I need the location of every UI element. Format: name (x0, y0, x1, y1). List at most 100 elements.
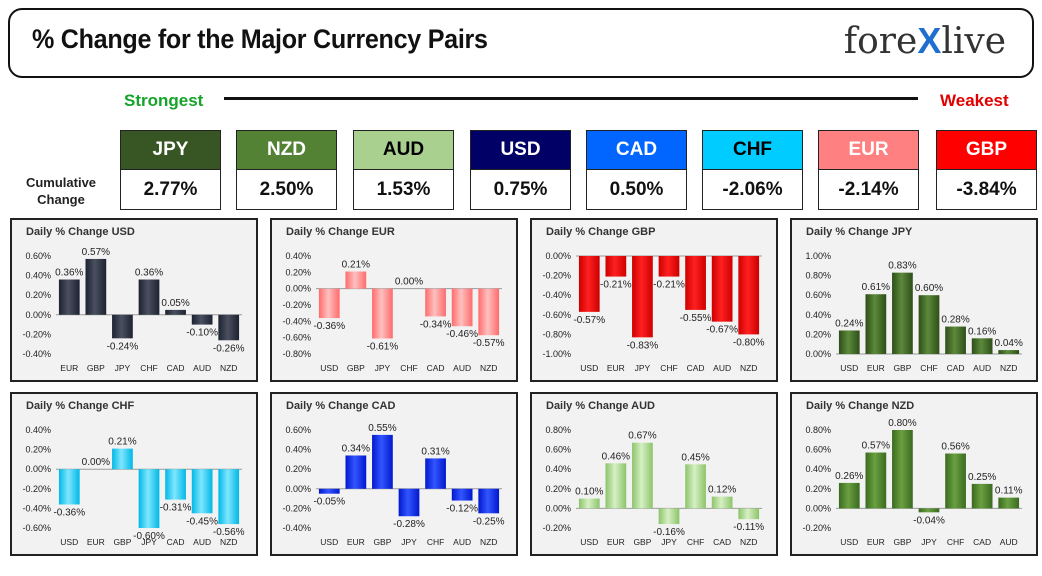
data-label: 0.36% (135, 268, 163, 279)
y-tick-label: -0.20% (542, 523, 571, 533)
x-tick-label: AUD (1000, 537, 1018, 547)
x-tick-label: NZD (1000, 363, 1017, 373)
bar-usd (838, 482, 860, 509)
x-tick-label: EUR (867, 537, 885, 547)
bar-nzd (738, 508, 760, 520)
bar-usd (58, 469, 80, 505)
x-tick-label: CHF (660, 363, 677, 373)
y-tick-label: 0.60% (805, 445, 831, 455)
data-label: 0.45% (681, 452, 709, 463)
y-tick-label: 0.40% (805, 464, 831, 474)
y-tick-label: 0.40% (25, 271, 51, 281)
cumulative-change-value: 2.50% (259, 179, 314, 200)
bar-usd (838, 330, 860, 354)
currency-code: CAD (587, 131, 686, 170)
bar-chart-aud: Daily % Change AUD 0.80% 0.60% 0.40% 0.20% 0.… (542, 400, 764, 547)
x-tick-label: USD (580, 363, 598, 373)
x-tick-label: NZD (220, 363, 237, 373)
y-tick-label: -0.20% (22, 484, 51, 494)
data-label: 0.24% (835, 318, 863, 329)
bar-nzd (478, 288, 500, 336)
forexlive-logo: foreXlive (844, 20, 1006, 62)
x-tick-label: EUR (607, 537, 625, 547)
data-label: 0.00% (82, 457, 110, 468)
bar-jpy (918, 508, 940, 513)
y-tick-label: -0.60% (282, 333, 311, 343)
x-tick-label: CHF (140, 363, 157, 373)
data-label: -0.57% (573, 315, 605, 326)
bar-cad (425, 288, 446, 317)
cumulative-change-value: -2.06% (722, 179, 783, 200)
x-tick-label: USD (320, 537, 338, 547)
x-tick-label: NZD (740, 537, 757, 547)
x-tick-label: AUD (713, 363, 731, 373)
data-label: -0.55% (680, 313, 712, 324)
x-tick-label: AUD (193, 537, 211, 547)
y-tick-label: -0.40% (22, 503, 51, 513)
y-tick-label: 0.40% (805, 310, 831, 320)
y-tick-label: 1.00% (805, 251, 831, 261)
data-label: -0.36% (53, 507, 85, 518)
x-tick-label: CHF (687, 537, 704, 547)
x-tick-label: CAD (167, 363, 185, 373)
bar-cad (685, 256, 706, 310)
cumulative-change-value: -2.14% (838, 179, 899, 200)
bar-gbp (632, 442, 653, 509)
x-tick-label: CAD (167, 537, 185, 547)
data-label: -0.26% (213, 343, 245, 354)
data-label: -0.45% (186, 516, 218, 527)
y-tick-label: -0.40% (22, 349, 51, 359)
bar-aud (191, 314, 213, 325)
data-label: -0.61% (367, 341, 399, 352)
data-label: -0.04% (913, 515, 945, 526)
currency-code: AUD (354, 131, 453, 170)
y-tick-label: 0.00% (805, 349, 831, 359)
x-tick-label: USD (580, 537, 598, 547)
x-tick-label: NZD (480, 363, 497, 373)
y-tick-label: 0.40% (285, 251, 311, 261)
bar-aud (191, 469, 213, 514)
x-tick-label: GBP (633, 537, 651, 547)
y-tick-label: -0.60% (542, 310, 571, 320)
x-tick-label: AUD (453, 537, 471, 547)
strongest-label: Strongest (124, 91, 204, 110)
y-tick-label: 0.20% (805, 484, 831, 494)
y-tick-label: -0.40% (282, 316, 311, 326)
data-label: -0.80% (733, 337, 765, 348)
x-tick-label: EUR (347, 537, 365, 547)
bar-jpy (112, 314, 133, 339)
currency-code: USD (471, 131, 570, 170)
bar-gbp (85, 258, 107, 315)
cumulative-change-value: 0.75% (493, 179, 548, 200)
chart-title: Daily % Change JPY (806, 226, 913, 238)
data-label: -0.24% (107, 341, 139, 352)
bar-eur (58, 279, 80, 315)
bar-chf (425, 458, 446, 489)
data-label: -0.21% (600, 280, 632, 291)
bar-jpy (632, 256, 653, 338)
chart-title: Daily % Change GBP (546, 226, 655, 238)
data-label: 0.31% (421, 446, 449, 457)
bar-gbp (372, 434, 393, 489)
x-tick-label: NZD (740, 363, 757, 373)
bar-eur (605, 463, 627, 509)
data-label: -0.46% (446, 329, 478, 340)
chart-title: Daily % Change USD (26, 226, 135, 238)
x-tick-label: JPY (401, 537, 417, 547)
data-label: 0.57% (862, 441, 890, 452)
chart-title: Daily % Change CAD (286, 400, 395, 412)
y-tick-label: -0.80% (282, 349, 311, 359)
x-tick-label: GBP (87, 363, 105, 373)
data-label: -0.10% (186, 328, 218, 339)
data-label: -0.25% (473, 516, 505, 527)
data-label: 0.10% (575, 487, 603, 498)
data-label: -0.57% (473, 338, 505, 349)
x-tick-label: USD (60, 537, 78, 547)
data-label: 0.25% (968, 472, 996, 483)
bar-usd (318, 288, 340, 319)
bar-aud (451, 488, 473, 501)
bar-usd (318, 488, 340, 494)
y-tick-label: 0.80% (545, 425, 571, 435)
chart-panel-aud: Daily % Change AUD 0.80% 0.60% 0.40% 0.20% 0.… (530, 392, 778, 556)
bar-eur (865, 452, 887, 509)
